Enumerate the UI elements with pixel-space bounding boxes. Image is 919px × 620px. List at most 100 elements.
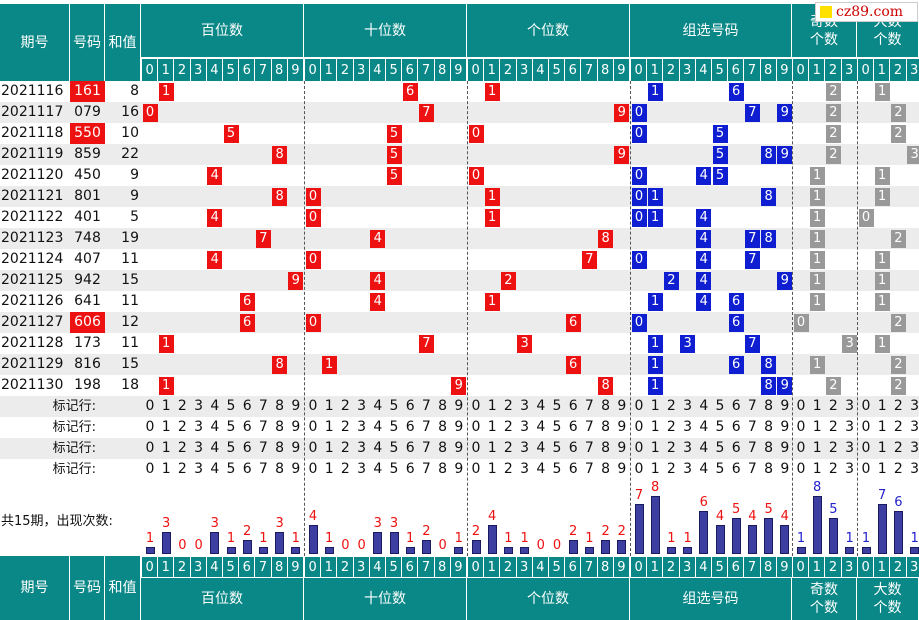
row-issue: 2021126 [1, 293, 64, 309]
row-number: 801 [74, 188, 101, 204]
marker-digit: 4 [536, 398, 546, 414]
marker-digit: 4 [210, 461, 220, 477]
digit-ball-hundreds: 1 [158, 335, 174, 353]
marker-digit: 4 [210, 419, 220, 435]
marker-digit: 5 [389, 398, 399, 414]
count-bar [308, 525, 318, 554]
row-number: 641 [74, 293, 101, 309]
footer-digit: 4 [695, 556, 712, 577]
header-digit: 7 [581, 58, 598, 81]
group-ball: 1 [647, 188, 663, 206]
footer-digit: 2 [174, 556, 191, 577]
marker-digit: 2 [503, 461, 513, 477]
header-issue: 期号 [0, 4, 70, 81]
footer-digit: 7 [581, 556, 598, 577]
marker-digit: 0 [145, 440, 155, 456]
header-digit: 3 [190, 58, 207, 81]
marker-digit: 6 [731, 440, 741, 456]
group-ball: 9 [777, 272, 793, 290]
digit-ball-hundreds: 4 [207, 251, 223, 269]
marker-digit: 0 [471, 419, 481, 435]
footer-digit: 4 [369, 556, 386, 577]
table-row [0, 312, 919, 333]
marker-digit: 9 [291, 440, 301, 456]
marker-digit: 9 [780, 461, 790, 477]
header-section-units: 个位数 [467, 4, 630, 57]
marker-digit: 4 [210, 440, 220, 456]
group-ball: 8 [761, 188, 777, 206]
marker-digit: 2 [177, 398, 187, 414]
header-section-hundreds: 百位数 [141, 4, 304, 57]
marker-digit: 6 [568, 419, 578, 435]
count-value: 0 [178, 538, 187, 553]
marker-digit: 8 [764, 440, 774, 456]
header-digit: 3 [679, 58, 696, 81]
marker-digit: 8 [438, 440, 448, 456]
big-count-ball: 1 [874, 251, 890, 269]
group-ball: 1 [647, 356, 663, 374]
marker-digit: 1 [877, 398, 887, 414]
group-ball: 0 [631, 167, 647, 185]
footer-digit: 7 [744, 556, 761, 577]
group-ball: 4 [696, 272, 712, 290]
marker-digit: 7 [747, 398, 757, 414]
group-ball: 6 [728, 356, 744, 374]
header-digit: 8 [434, 58, 451, 81]
group-ball: 1 [647, 293, 663, 311]
digit-ball-units: 6 [565, 356, 581, 374]
marker-digit: 3 [910, 461, 919, 477]
marker-digit: 9 [454, 461, 464, 477]
count-value: 1 [910, 530, 919, 546]
group-ball: 3 [680, 335, 696, 353]
marker-digit: 1 [877, 461, 887, 477]
marker-digit: 7 [747, 461, 757, 477]
count-bar [845, 546, 855, 554]
footer-digit: 3 [906, 556, 919, 577]
header-digit: 6 [565, 58, 582, 81]
group-ball: 0 [631, 314, 647, 332]
odd-count-ball: 1 [809, 293, 825, 311]
count-value: 4 [780, 509, 789, 525]
group-ball: 0 [631, 251, 647, 269]
big-count-ball: 2 [890, 356, 906, 374]
footer-digit: 6 [402, 556, 419, 577]
count-bar [454, 546, 464, 554]
count-value: 1 [259, 530, 268, 546]
count-bar [226, 546, 236, 554]
marker-digit: 8 [601, 440, 611, 456]
count-value: 1 [145, 530, 155, 546]
marker-digit: 9 [780, 398, 790, 414]
marker-digit: 2 [828, 398, 838, 414]
row-issue: 2021129 [1, 356, 64, 372]
odd-count-ball: 2 [825, 125, 841, 143]
footer-digit: 1 [647, 556, 664, 577]
header-digit: 0 [631, 58, 648, 81]
count-bar [764, 518, 774, 554]
footer-digit: 0 [468, 556, 485, 577]
marker-digit: 7 [258, 461, 268, 477]
footer-section-group: 组选号码 [630, 577, 792, 620]
row-sum: 12 [121, 314, 139, 330]
header-sum: 和值 [105, 4, 141, 81]
count-value: 4 [488, 509, 497, 525]
marker-digit: 2 [828, 419, 838, 435]
row-sum: 8 [130, 83, 139, 99]
big-count-ball: 3 [907, 146, 919, 164]
table-row [0, 207, 919, 228]
marker-digit: 0 [308, 398, 318, 414]
marker-label: 标记行: [52, 462, 96, 477]
row-number: 161 [70, 81, 105, 102]
digit-ball-tens: 0 [305, 209, 321, 227]
digit-ball-hundreds: 6 [239, 293, 255, 311]
digit-ball-tens: 5 [386, 125, 402, 143]
footer-digit: 1 [158, 556, 175, 577]
marker-digit: 3 [357, 398, 367, 414]
count-value: 5 [829, 502, 838, 517]
header-digit: 2 [174, 58, 191, 81]
digit-ball-hundreds: 8 [272, 146, 288, 164]
group-ball: 1 [647, 335, 663, 353]
count-bar [683, 546, 693, 554]
count-bar [796, 546, 806, 554]
digit-ball-hundreds: 8 [272, 356, 288, 374]
digit-ball-tens: 5 [386, 146, 402, 164]
